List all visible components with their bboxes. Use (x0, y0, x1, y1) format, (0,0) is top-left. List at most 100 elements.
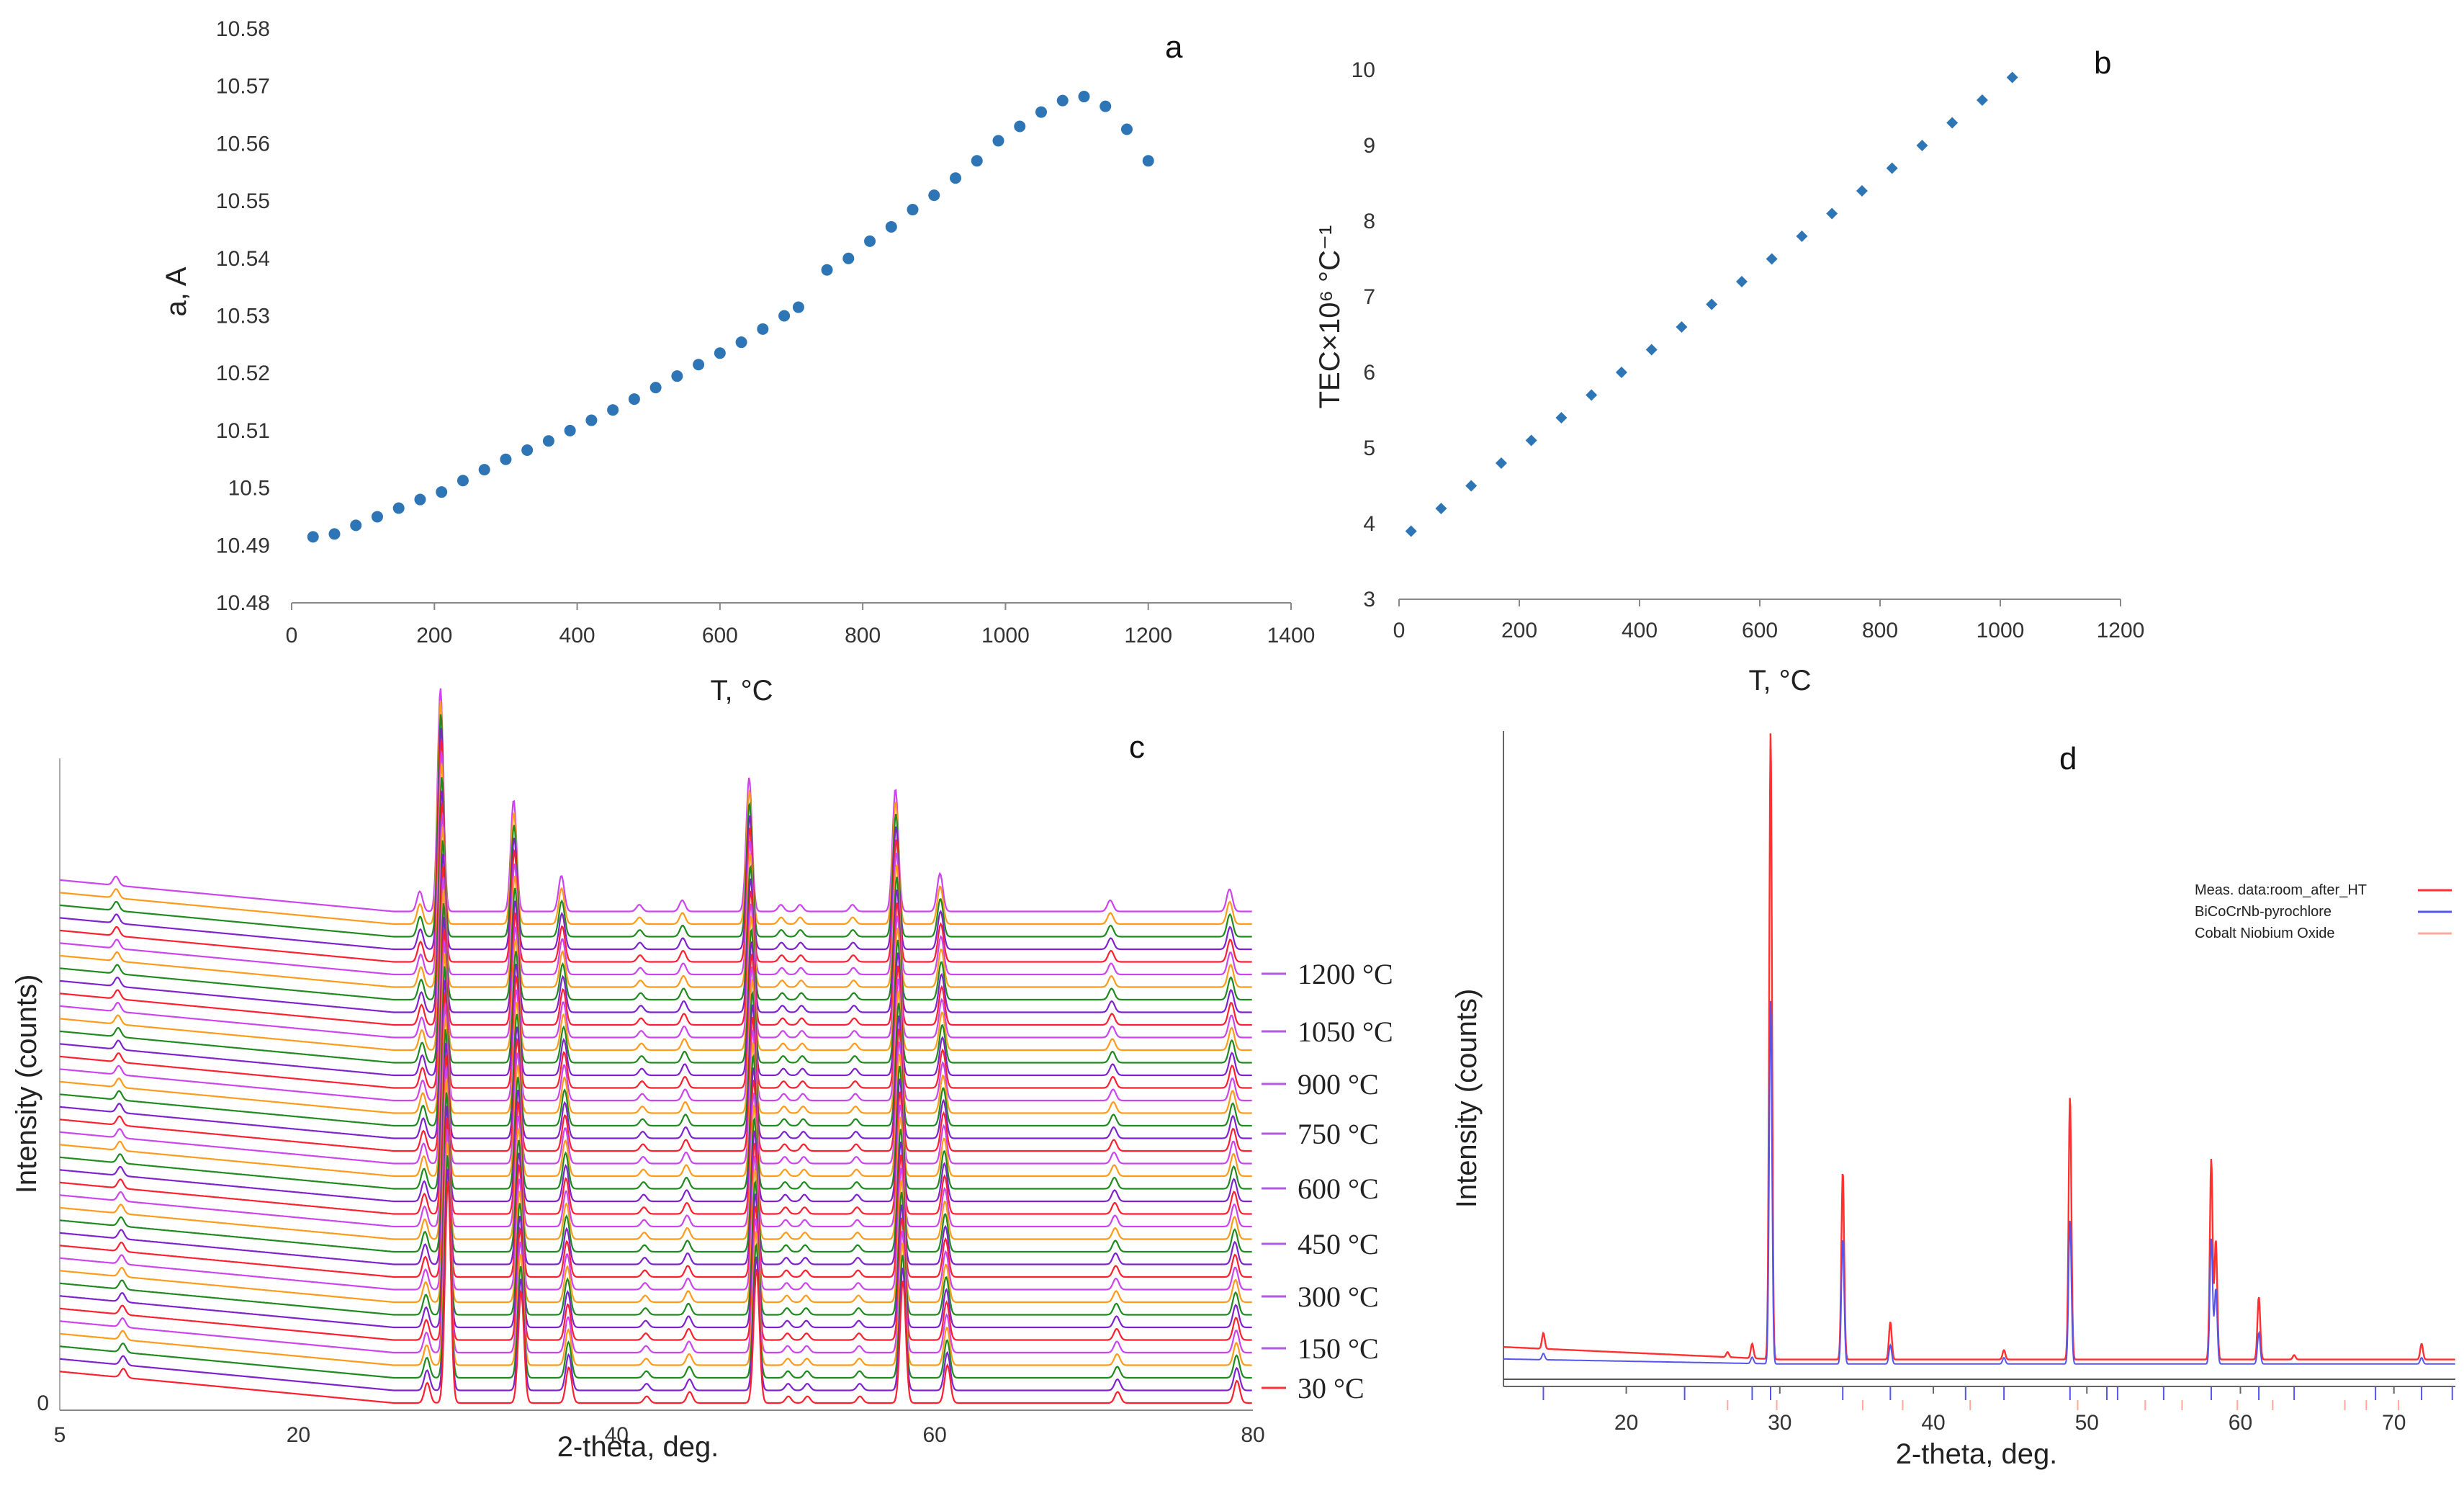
a-y-tick-label: 10.5 (228, 477, 270, 501)
d-pyrochlore-trace (1503, 1000, 2455, 1365)
c-diffraction-trace (59, 1029, 1252, 1253)
a-data-point (714, 347, 726, 359)
panel-c-origin-label: 0 (37, 1391, 49, 1415)
c-diffraction-trace (59, 1155, 1252, 1379)
panel-a-y-axis-title: a, A (161, 266, 192, 316)
a-x-tick-label: 600 (702, 624, 738, 647)
c-diffraction-trace (59, 915, 1252, 1139)
b-data-point (1976, 94, 1988, 106)
b-data-point (1435, 503, 1447, 514)
d-x-tick-label: 30 (1768, 1411, 1791, 1435)
panel-d-x-axis-title: 2-theta, deg. (1896, 1438, 2058, 1470)
c-temp-label: 30 °C (1298, 1372, 1364, 1404)
c-diffraction-trace (59, 814, 1252, 1039)
b-y-tick-label: 3 (1363, 588, 1375, 611)
c-temp-label: 450 °C (1298, 1228, 1379, 1260)
b-data-point (2006, 71, 2018, 84)
a-data-point (436, 486, 448, 498)
b-data-point (1586, 389, 1598, 401)
b-y-tick-label: 7 (1363, 285, 1375, 309)
b-x-tick-label: 600 (1742, 619, 1778, 642)
c-diffraction-trace (59, 1054, 1252, 1278)
a-data-point (1100, 100, 1112, 112)
c-diffraction-trace (59, 1167, 1252, 1391)
a-y-tick-label: 10.57 (216, 75, 270, 99)
legend-label-pyrochlore: BiCoCrNb-pyrochlore (2195, 904, 2332, 920)
a-data-point (864, 235, 876, 247)
d-x-tick-label: 60 (2229, 1411, 2252, 1435)
b-data-point (1465, 480, 1478, 492)
legend-label-cobalt-niobium-oxide: Cobalt Niobium Oxide (2195, 925, 2335, 941)
panel-c-letter: c (1129, 730, 1145, 765)
panel-a-letter: a (1165, 30, 1183, 65)
b-y-tick-label: 4 (1363, 512, 1375, 536)
a-y-tick-label: 10.56 (216, 132, 270, 156)
c-temp-label: 1050 °C (1298, 1016, 1393, 1048)
a-data-point (564, 424, 576, 436)
a-x-tick-label: 0 (286, 624, 298, 647)
c-diffraction-trace (59, 1092, 1252, 1316)
a-data-point (607, 404, 619, 416)
c-temp-label: 300 °C (1298, 1281, 1379, 1313)
c-x-tick-label: 40 (605, 1423, 629, 1447)
b-data-point (1405, 525, 1417, 537)
a-data-point (885, 220, 897, 233)
c-diffraction-trace (59, 701, 1252, 925)
panel-c-chart: 5 20 40 60 80 1200 °C 1050 °C 900 °C 750 °C 600 … (11, 688, 1393, 1463)
panel-c-x-axis-title: 2-theta, deg. (557, 1431, 719, 1463)
c-temp-label: 600 °C (1298, 1173, 1379, 1205)
c-x-tick-label: 80 (1241, 1423, 1264, 1447)
b-data-point (1916, 140, 1928, 151)
a-data-point (928, 189, 940, 202)
a-data-point (307, 531, 319, 543)
a-y-tick-label: 10.53 (216, 305, 270, 328)
a-data-point (971, 155, 983, 167)
b-data-point (1946, 117, 1959, 129)
c-diffraction-trace (59, 1003, 1252, 1228)
a-x-tick-label: 1200 (1124, 624, 1172, 647)
a-data-point (1120, 123, 1133, 135)
a-data-point (792, 301, 804, 313)
b-x-tick-label: 1000 (1977, 619, 2025, 642)
a-data-point (821, 264, 833, 276)
a-data-point (414, 493, 426, 506)
c-diffraction-trace (59, 727, 1252, 951)
c-diffraction-trace (59, 751, 1252, 976)
a-data-point (778, 310, 791, 322)
c-temp-label: 900 °C (1298, 1068, 1379, 1101)
c-diffraction-trace (59, 866, 1252, 1089)
a-data-point (842, 252, 855, 264)
b-data-point (1495, 457, 1507, 469)
a-data-point (628, 393, 640, 405)
panel-d-chart: 20 30 40 50 60 70 d 2-theta, deg. Intensity (… (1451, 731, 2455, 1470)
a-x-tick-label: 1000 (981, 624, 1030, 647)
a-data-point (521, 444, 534, 456)
a-x-tick-label: 400 (559, 624, 595, 647)
b-data-point (1856, 185, 1868, 197)
b-x-tick-label: 0 (1393, 619, 1406, 642)
a-data-point (542, 435, 554, 447)
c-diffraction-trace (59, 688, 1252, 913)
a-data-point (693, 359, 705, 371)
d-x-tick-label: 70 (2382, 1411, 2406, 1435)
c-diffraction-trace (59, 1041, 1252, 1265)
d-x-tick-label: 20 (1614, 1411, 1638, 1435)
b-data-point (1735, 276, 1748, 287)
b-data-point (1645, 344, 1658, 356)
a-data-point (500, 453, 512, 465)
a-data-point (1142, 155, 1154, 167)
c-diffraction-trace (59, 714, 1252, 938)
panel-b-x-axis-title: T, °C (1748, 665, 1811, 696)
c-diffraction-trace (59, 763, 1252, 988)
panel-a-x-axis-title: T, °C (710, 675, 773, 707)
b-data-point (1886, 162, 1898, 174)
b-data-point (1766, 253, 1778, 265)
d-x-tick-label: 40 (1921, 1411, 1945, 1435)
panel-c-y-axis-title: Intensity (counts) (11, 974, 42, 1194)
a-data-point (350, 519, 362, 532)
a-data-point (328, 528, 341, 540)
a-x-tick-label: 1400 (1267, 624, 1316, 647)
a-x-tick-label: 200 (416, 624, 452, 647)
a-y-tick-label: 10.51 (216, 419, 270, 443)
